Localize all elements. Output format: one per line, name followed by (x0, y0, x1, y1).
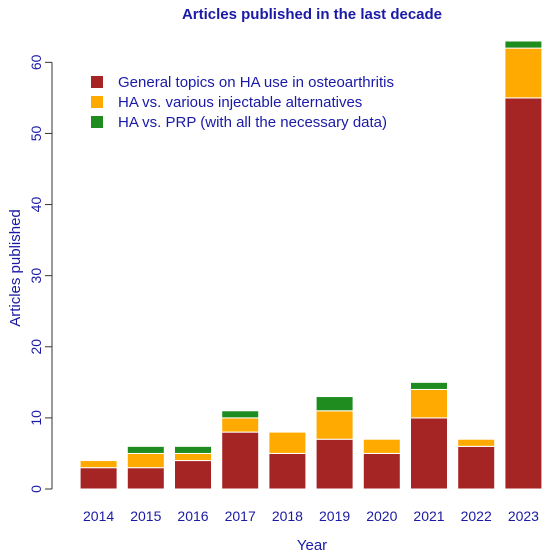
legend-label-2: HA vs. various injectable alternatives (118, 94, 362, 111)
y-axis-ticks: 0 10 20 30 40 50 60 (28, 54, 52, 493)
x-tick-label: 2017 (225, 508, 256, 524)
x-axis-label: Year (297, 537, 327, 554)
y-tick-label: 10 (28, 410, 44, 426)
x-tick-label: 2014 (83, 508, 114, 524)
bar-segment-2015-series-1 (126, 467, 165, 490)
bar-group (79, 40, 543, 490)
bar-segment-2023-series-3 (504, 40, 543, 49)
bar-segment-2021-series-1 (410, 417, 448, 490)
y-tick-label: 20 (28, 339, 44, 355)
x-tick-label: 2021 (413, 508, 444, 524)
bar-segment-2020-series-2 (362, 438, 401, 454)
legend-swatch-2 (91, 96, 103, 108)
bar-segment-2017-series-3 (221, 410, 260, 419)
legend-label-3: HA vs. PRP (with all the necessary data) (118, 114, 387, 131)
legend-swatch-3 (91, 116, 103, 128)
bar-segment-2016-series-1 (174, 460, 212, 490)
y-tick-label: 40 (28, 197, 44, 213)
bar-segment-2021-series-2 (410, 388, 448, 419)
bar-segment-2017-series-1 (221, 431, 260, 490)
bar-segment-2020-series-1 (362, 452, 401, 490)
x-axis-ticks: 2014 2015 2016 2017 2018 2019 2020 2021 2022 2023 (83, 508, 539, 524)
x-tick-label: 2023 (508, 508, 539, 524)
y-tick-label: 0 (28, 485, 44, 493)
legend: General topics on HA use in osteoarthrit… (91, 74, 394, 131)
chart-title: Articles published in the last decade (182, 6, 442, 23)
bar-segment-2017-series-2 (221, 417, 260, 433)
legend-swatch-1 (91, 76, 103, 88)
bar-segment-2023-series-2 (504, 47, 543, 99)
bar-segment-2018-series-1 (268, 452, 307, 490)
bar-segment-2015-series-3 (126, 445, 165, 454)
bar-segment-2014-series-1 (79, 467, 118, 490)
bar-segment-2022-series-1 (457, 445, 496, 490)
bar-segment-2023-series-1 (504, 97, 543, 490)
bar-segment-2021-series-3 (410, 381, 448, 390)
bar-segment-2019-series-2 (315, 410, 354, 440)
bar-segment-2015-series-2 (126, 452, 165, 469)
y-tick-label: 60 (28, 54, 44, 70)
x-tick-label: 2019 (319, 508, 350, 524)
x-tick-label: 2020 (366, 508, 397, 524)
bar-segment-2019-series-1 (315, 438, 354, 490)
bar-segment-2016-series-3 (174, 445, 212, 454)
y-tick-label: 50 (28, 125, 44, 141)
x-tick-label: 2022 (461, 508, 492, 524)
bar-segment-2014-series-2 (79, 460, 118, 469)
x-tick-label: 2015 (130, 508, 161, 524)
bar-segment-2022-series-2 (457, 438, 496, 447)
x-tick-label: 2018 (272, 508, 303, 524)
legend-label-1: General topics on HA use in osteoarthrit… (118, 74, 394, 91)
bar-segment-2018-series-2 (268, 431, 307, 454)
x-tick-label: 2016 (177, 508, 208, 524)
y-axis-label: Articles published (7, 209, 24, 327)
y-tick-label: 30 (28, 268, 44, 284)
bar-segment-2016-series-2 (174, 452, 212, 462)
bar-segment-2019-series-3 (315, 396, 354, 412)
